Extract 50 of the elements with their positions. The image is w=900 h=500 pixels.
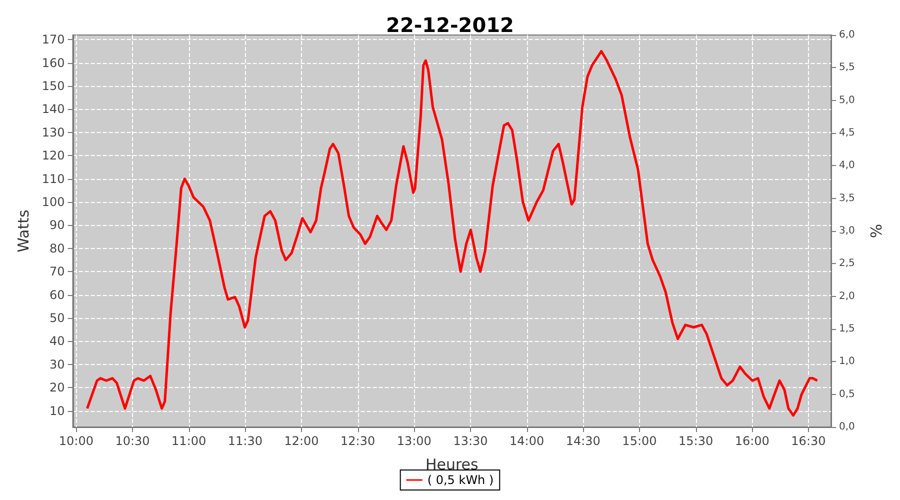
y2-tick-label: 0,0 (839, 422, 855, 432)
y2-tick-label: 4,0 (839, 160, 855, 172)
x-tick-label: 15:30 (678, 434, 714, 448)
x-tick-label: 12:00 (284, 434, 319, 448)
y-tick-label: 10 (50, 404, 65, 418)
y-tick-label: 140 (42, 102, 65, 116)
y-tick-label: 60 (50, 288, 65, 302)
y-tick-label: 130 (42, 125, 65, 140)
y-tick-label: 90 (50, 218, 65, 232)
y-tick-label: 120 (42, 148, 65, 163)
y-tick-label: 170 (42, 32, 65, 47)
x-tick-label: 14:30 (566, 434, 600, 448)
y2-tick-label: 2,0 (839, 290, 855, 302)
y-axis-title: Watts (14, 210, 32, 252)
line-series (86, 50, 819, 417)
y-tick-label: 30 (50, 357, 65, 372)
y2-tick-label: 0,5 (839, 388, 855, 400)
x-tick-label: 10:30 (115, 434, 150, 448)
y-tick-label: 80 (50, 241, 65, 256)
x-tick-label: 12:30 (340, 434, 376, 448)
x-tick-label: 10:00 (58, 434, 94, 448)
x-tick-label: 16:00 (734, 434, 770, 448)
y2-axis-title: % (868, 224, 886, 238)
x-axis-title: Heures (425, 456, 479, 474)
y2-tick-label: 5,5 (839, 62, 855, 74)
y2-tick-label: 1,0 (839, 356, 855, 368)
y-tick-label: 40 (50, 334, 65, 348)
x-tick-label: 11:30 (228, 434, 262, 448)
x-tick-label: 11:00 (172, 434, 206, 448)
y2-tick-label: 3,5 (839, 192, 855, 204)
x-tick-label: 13:00 (396, 434, 432, 448)
x-tick-label: 14:00 (510, 434, 544, 448)
y2-tick-label: 6,0 (839, 30, 855, 40)
y-tick-label: 150 (42, 79, 65, 94)
y-tick-label: 50 (50, 310, 65, 325)
y-tick-label: 20 (50, 380, 65, 395)
y2-tick-label: 5,0 (839, 94, 855, 106)
y2-tick-label: 2,5 (839, 258, 855, 270)
y2-tick-label: 4,5 (839, 128, 855, 138)
y2-tick-label: 3,0 (839, 226, 855, 236)
x-tick-label: 13:30 (453, 434, 488, 448)
legend-label: ( 0,5 kWh ) (427, 473, 494, 487)
y-tick-label: 70 (50, 264, 65, 279)
x-tick-label: 15:00 (622, 434, 657, 448)
x-tick-label: 16:30 (791, 434, 826, 448)
y-tick-label: 160 (42, 56, 65, 70)
y-tick-label: 100 (42, 195, 65, 210)
y-tick-label: 110 (42, 172, 65, 186)
y2-tick-label: 1,5 (839, 324, 855, 334)
chart-title: 22-12-2012 (386, 13, 514, 37)
